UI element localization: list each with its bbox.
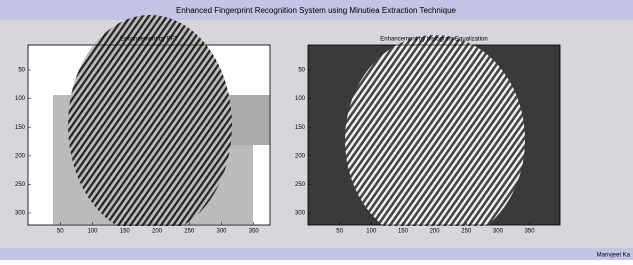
x-tick-label: 50 (336, 229, 343, 235)
y-tick-label: 250 (295, 182, 306, 188)
x-tick-label: 350 (525, 229, 536, 235)
y-tick-label: 100 (295, 96, 306, 102)
footer-bar (0, 248, 633, 260)
x-tick-label: 100 (87, 229, 98, 235)
x-tick-label: 100 (366, 229, 377, 235)
window-title: Enhanced Fingerprint Recognition System … (176, 6, 457, 15)
y-tick-label: 50 (298, 68, 305, 74)
x-tick-label: 150 (120, 229, 131, 235)
x-tick-label: 300 (216, 229, 227, 235)
axes-title: Enhancement by FFT (120, 37, 178, 43)
x-tick-label: 150 (398, 229, 409, 235)
window: Enhanced Fingerprint Recognition System … (0, 0, 633, 260)
x-tick-label: 250 (184, 229, 195, 235)
y-tick-label: 300 (15, 211, 26, 217)
y-tick-label: 250 (15, 182, 26, 188)
y-tick-label: 150 (295, 125, 306, 131)
y-tick-label: 300 (295, 211, 306, 217)
x-tick-label: 200 (430, 229, 441, 235)
fingerprint-fft (68, 15, 232, 235)
x-tick-label: 200 (152, 229, 163, 235)
y-tick-label: 150 (15, 125, 26, 131)
x-tick-label: 300 (493, 229, 504, 235)
y-tick-label: 100 (15, 96, 26, 102)
x-tick-label: 50 (57, 229, 64, 235)
footer-text: Manvjeet Ka (597, 253, 631, 259)
axes-frame (308, 45, 560, 225)
image-region (230, 95, 270, 145)
x-tick-label: 350 (249, 229, 260, 235)
y-tick-label: 200 (15, 153, 26, 159)
y-tick-label: 200 (295, 153, 306, 159)
y-tick-label: 50 (18, 68, 25, 74)
axes-title: Enhancement by histogram Equalization (380, 37, 487, 43)
x-tick-label: 250 (461, 229, 472, 235)
